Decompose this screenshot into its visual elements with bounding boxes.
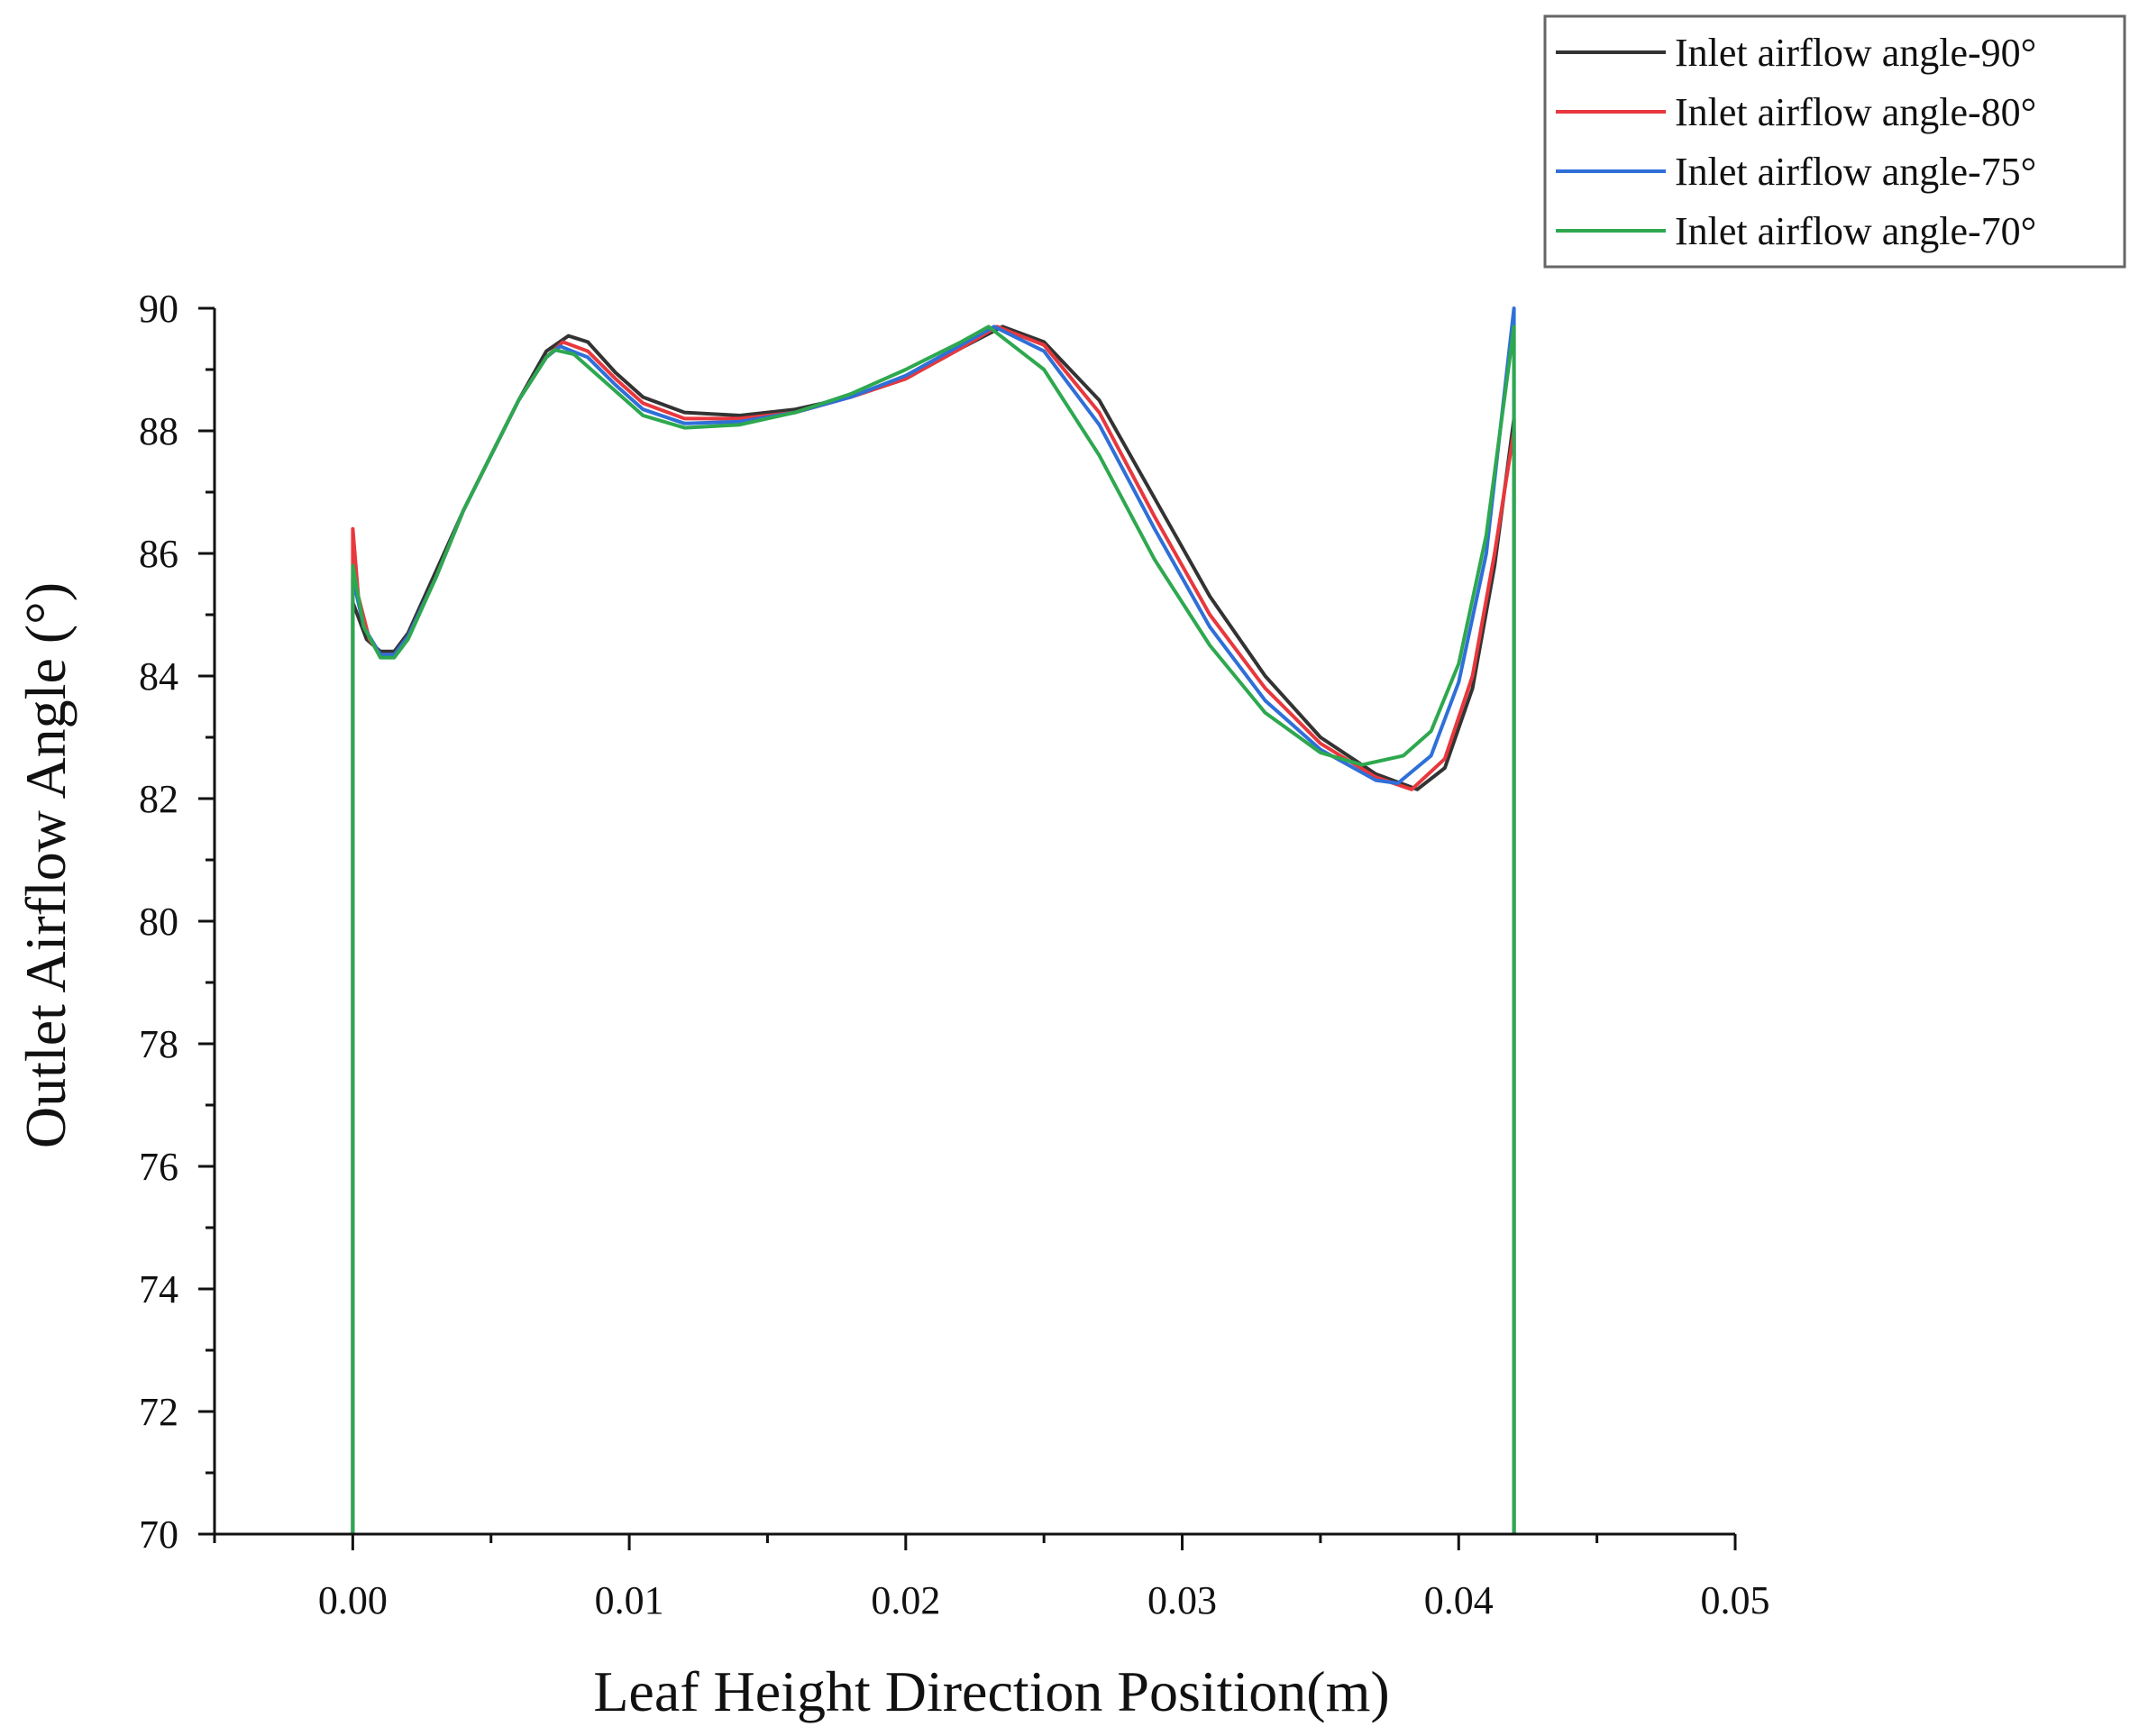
y-tick-label: 86 bbox=[139, 532, 178, 576]
legend: Inlet airflow angle-90° Inlet airflow ang… bbox=[1543, 14, 2126, 269]
series-layer bbox=[351, 306, 1516, 1534]
y-tick-label: 78 bbox=[139, 1022, 178, 1066]
y-tick-label: 76 bbox=[139, 1145, 178, 1189]
y-tick-label: 88 bbox=[139, 409, 178, 453]
y-tick-label: 82 bbox=[139, 777, 178, 821]
y-tick-label: 84 bbox=[139, 654, 178, 699]
y-tick-label: 80 bbox=[139, 900, 178, 944]
y-tick-label: 90 bbox=[139, 287, 178, 331]
y-tick-label: 72 bbox=[139, 1390, 178, 1434]
y-tick-label: 70 bbox=[139, 1512, 178, 1557]
legend-label-2: Inlet airflow angle-80° bbox=[1675, 90, 2036, 134]
y-axis-ticks: 70 72 74 76 78 80 82 84 86 88 90 bbox=[139, 287, 215, 1557]
x-tick-label: 0.03 bbox=[1147, 1578, 1217, 1622]
legend-frame bbox=[1543, 14, 2126, 269]
x-tick-label: 0.00 bbox=[318, 1578, 388, 1622]
x-axis-ticks: 0.00 0.01 0.02 0.03 0.04 0.05 bbox=[213, 1534, 1770, 1622]
x-tick-label: 0.02 bbox=[871, 1578, 940, 1622]
legend-label-1: Inlet airflow angle-90° bbox=[1675, 31, 2036, 75]
y-tick-label: 74 bbox=[139, 1267, 178, 1311]
y-axis-title: Outlet Airflow Angle (°) bbox=[14, 582, 78, 1148]
x-tick-label: 0.04 bbox=[1424, 1578, 1494, 1622]
series-line-1 bbox=[351, 324, 1516, 1534]
x-tick-label: 0.05 bbox=[1701, 1578, 1770, 1622]
series-line-4 bbox=[351, 324, 1516, 1534]
legend-items: Inlet airflow angle-90° Inlet airflow ang… bbox=[1556, 31, 2036, 253]
legend-label-4: Inlet airflow angle-70° bbox=[1675, 209, 2036, 253]
x-tick-label: 0.01 bbox=[595, 1578, 664, 1622]
legend-label-3: Inlet airflow angle-75° bbox=[1675, 150, 2036, 194]
x-axis-title: Leaf Height Direction Position(m) bbox=[593, 1659, 1389, 1723]
